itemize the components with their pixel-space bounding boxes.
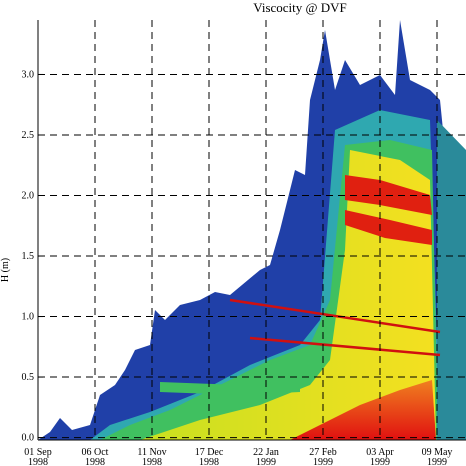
y-tick-label: 3.0	[22, 69, 35, 80]
x-tick-label: 1999	[427, 457, 447, 466]
x-tick-label: 11 Nov	[137, 447, 166, 458]
x-tick-label: 06 Oct	[82, 447, 109, 458]
y-tick-label: 1.0	[22, 312, 35, 323]
x-tick-label: 27 Feb	[309, 447, 337, 458]
contour-field	[38, 20, 466, 440]
x-tick-label: 03 Apr	[366, 447, 394, 458]
y-tick-label: 2.5	[22, 130, 35, 141]
x-tick-label: 1998	[85, 457, 105, 466]
y-tick-label: 0.5	[22, 372, 35, 383]
x-tick-label: 1998	[199, 457, 219, 466]
y-axis-label: H (m)	[0, 258, 11, 282]
y-tick-label: 0.0	[22, 433, 35, 444]
grid	[38, 20, 466, 440]
chart-title: Viscocity @ DVF	[253, 0, 347, 15]
x-tick-label: 01 Sep	[24, 447, 52, 458]
x-tick-label: 1999	[256, 457, 276, 466]
x-tick-label: 1998	[28, 457, 48, 466]
x-tick-label: 22 Jan	[253, 447, 279, 458]
x-tick-label: 1998	[142, 457, 162, 466]
x-tick-label: 09 May	[422, 447, 453, 458]
y-tick-label: 1.5	[22, 251, 35, 262]
x-tick-label: 1999	[313, 457, 333, 466]
x-tick-label: 17 Dec	[195, 447, 224, 458]
y-tick-label: 2.0	[22, 191, 35, 202]
x-tick-label: 1999	[370, 457, 390, 466]
